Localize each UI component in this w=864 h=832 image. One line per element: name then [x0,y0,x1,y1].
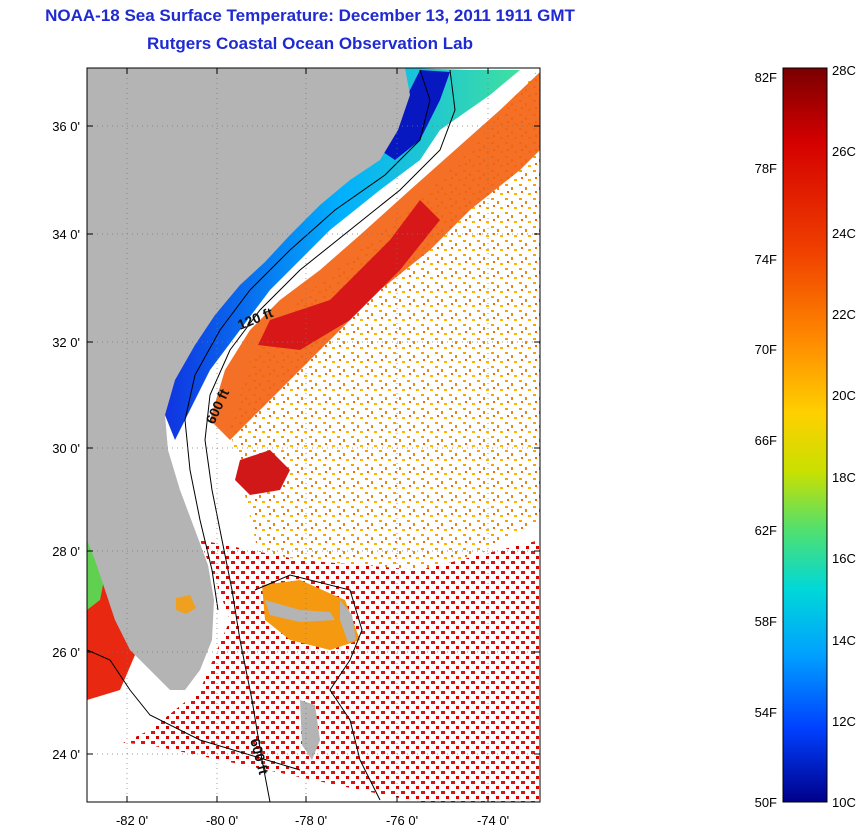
map-frame [86,67,541,803]
lon-label: -80 0' [206,813,238,828]
lat-label: 26 0' [52,645,80,660]
map-subtitle: Rutgers Coastal Ocean Observation Lab [147,34,473,53]
colorbar-f-label: 70F [755,342,777,357]
lon-label: -82 0' [116,813,148,828]
colorbar-c-label: 28C [832,63,856,78]
lon-label: -76 0' [386,813,418,828]
colorbar-c-label: 10C [832,795,856,810]
longitude-labels: -82 0' -80 0' -78 0' -76 0' -74 0' [116,813,509,828]
lat-label: 24 0' [52,747,80,762]
grid-lines [87,68,540,802]
colorbar-c-label: 16C [832,551,856,566]
land-cuba [87,740,420,802]
colorbar-f-label: 74F [755,252,777,267]
colorbar-celsius-labels: 28C 26C 24C 22C 20C 18C 16C 14C 12C 10C [832,63,856,810]
colorbar-c-label: 18C [832,470,856,485]
lat-label: 28 0' [52,544,80,559]
colorbar-f-label: 82F [755,70,777,85]
isobath-cuba [87,649,301,771]
isobath-120ft [184,69,431,611]
sst-warm-eddy [235,450,290,495]
sst-south-field [87,540,540,802]
isobath-600ft [204,69,456,802]
colorbar-f-label: 78F [755,161,777,176]
colorbar-f-label: 62F [755,523,777,538]
colorbar-f-label: 54F [755,705,777,720]
colorbar-f-label: 66F [755,433,777,448]
lat-label: 36 0' [52,119,80,134]
colorbar-c-label: 14C [832,633,856,648]
land-bahamas-abaco [340,600,356,642]
colorbar-f-label: 50F [755,795,777,810]
sst-coastal-cold-core [380,70,450,160]
sst-warm-core [258,200,440,350]
map-layers [87,68,540,802]
lon-label: -78 0' [295,813,327,828]
isobath-bahamas [254,574,381,801]
colorbar-c-label: 26C [832,144,856,159]
latitude-labels: 36 0' 34 0' 32 0' 30 0' 28 0' 26 0' 24 0… [52,119,80,762]
colorbar-c-label: 20C [832,388,856,403]
axis-ticks [87,68,540,802]
lon-label: -74 0' [477,813,509,828]
colorbar-fahrenheit-labels: 82F 78F 74F 70F 66F 62F 58F 54F 50F [755,70,777,810]
colorbar-c-label: 22C [832,307,856,322]
colorbar-c-label: 12C [832,714,856,729]
colorbar [782,67,828,803]
colorbar-c-label: 24C [832,226,856,241]
lat-label: 30 0' [52,441,80,456]
lat-label: 32 0' [52,335,80,350]
land-bahamas-grand [265,600,335,622]
land-bahamas-andros [300,700,320,760]
colorbar-f-label: 58F [755,614,777,629]
land-us-southeast [87,68,410,690]
land-lake [176,595,196,614]
map-title: NOAA-18 Sea Surface Temperature: Decembe… [45,6,575,25]
lat-label: 34 0' [52,227,80,242]
